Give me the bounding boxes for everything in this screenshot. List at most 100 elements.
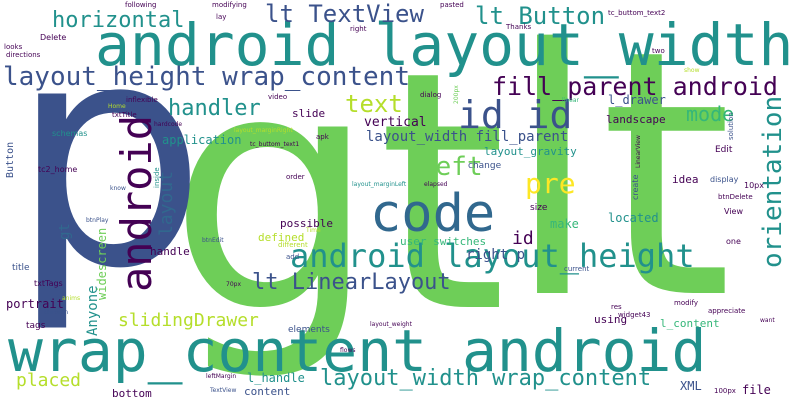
word-android-vertical: android	[112, 114, 161, 292]
word-user-switches: user switches	[400, 235, 487, 248]
word-layout-marginright: layout_marginRight	[234, 127, 293, 134]
word-following: following	[125, 1, 157, 9]
word-make: make	[550, 217, 579, 231]
word-slidingdrawer: slidingDrawer	[118, 310, 259, 331]
word-portrait: portrait	[6, 297, 64, 311]
word-layout-marginleft: layout_marginLeft	[352, 181, 407, 188]
word-android-layout-height: android layout_height	[290, 237, 695, 275]
word-lt-button: lt Button	[475, 2, 606, 30]
word-hardcode: hardcode	[154, 121, 183, 128]
word-70px: 70px	[226, 281, 241, 288]
word-handler: handler	[168, 96, 261, 121]
word-right: right	[350, 25, 367, 33]
word-landscape: landscape	[606, 113, 666, 126]
word-android-layout-width: android layout_width	[95, 11, 794, 79]
word-widget43: widget43	[618, 311, 651, 319]
word-tc-buttom-text1: tc_buttom_text1	[250, 141, 300, 148]
word-display: display	[710, 175, 739, 184]
word-one: one	[726, 237, 741, 246]
word-layout-width-fill-parent: layout_width fill_parent	[366, 129, 569, 145]
word-change: change	[468, 161, 502, 171]
word-fill-parent-android: fill_parent android	[492, 72, 778, 101]
word-200px: 200px	[453, 85, 460, 104]
word-layout-weight: layout_weight	[370, 321, 412, 328]
word-id: id	[512, 228, 534, 249]
word-lt-linearlayout: lt LinearLayout	[252, 270, 451, 295]
word-linearview: LinearView	[635, 135, 642, 168]
word-button: Button	[5, 141, 16, 178]
word-pre: pre	[525, 167, 576, 200]
word-elements: elements	[288, 325, 330, 335]
word-possible: possible	[280, 217, 333, 230]
word-appreciate: appreciate	[708, 307, 746, 315]
word-file: file	[742, 383, 771, 397]
word-time: Time	[306, 227, 321, 234]
word-leftmargin: leftMargin	[206, 373, 237, 380]
word-right-p: right p	[466, 247, 526, 263]
word-inflexible: inflexible	[126, 96, 158, 104]
word-defined: defined	[258, 231, 305, 244]
word-looks: looks	[4, 43, 23, 51]
word-create: create	[631, 174, 640, 200]
word-tc-buttom-text2: tc_buttom_text2	[608, 9, 666, 17]
word-content: content	[244, 385, 291, 398]
word-100px: 100px	[714, 387, 736, 395]
word-mode: mode	[686, 102, 735, 126]
word-handle: handle	[150, 245, 190, 258]
word-know: know	[110, 185, 126, 192]
word-layout-gravity: layout_gravity	[484, 145, 577, 158]
word-view: View	[724, 207, 743, 216]
word-code: code	[370, 184, 496, 244]
word-order: order	[286, 173, 305, 181]
word-edit: Edit	[715, 145, 733, 155]
word-add: add	[286, 253, 300, 261]
word-layout-width-wrap-content: layout_width wrap_content	[320, 366, 652, 391]
word-two: two	[652, 47, 665, 55]
word-flows: flows	[340, 347, 356, 354]
word-modifying: modifying	[212, 1, 247, 9]
word-idea: idea	[672, 173, 699, 186]
word-current: current	[564, 265, 590, 273]
word-want: want	[760, 317, 775, 324]
word-gt-large: gt	[168, 1, 507, 385]
word-lt-textview: lt TextView	[265, 0, 424, 28]
word-res: res	[611, 303, 622, 311]
word-l-handle: l_handle	[247, 371, 305, 385]
word-schemas: schemas	[52, 129, 88, 138]
word-l-drawer: l_drawer	[608, 93, 666, 107]
word-txttitle: txtTitle	[112, 111, 137, 119]
word-linear: linear	[562, 97, 579, 104]
word-gt-small: gt	[57, 223, 73, 240]
word-thanks: Thanks	[506, 23, 532, 31]
word-lay: lay	[216, 13, 227, 21]
word-application: application	[162, 133, 242, 147]
word-btnedit: btnEdit	[202, 237, 224, 244]
word-horizontal: horizontal	[52, 8, 185, 33]
word-left: left	[420, 152, 483, 182]
word-home: Home	[108, 103, 126, 110]
word-text: text	[345, 90, 403, 118]
word-bottom: bottom	[112, 387, 152, 400]
word-different: different	[278, 241, 308, 249]
word-using: using	[594, 313, 628, 326]
word-slide: slide	[292, 107, 326, 120]
word-btndelete: btnDelete	[718, 193, 753, 201]
word-video: video	[268, 93, 288, 101]
word-size: size	[530, 203, 548, 213]
word-placed: placed	[16, 370, 82, 391]
word-dialog: dialog	[420, 91, 442, 99]
word-elapsed: elapsed	[424, 181, 448, 188]
word-txttags: txtTags	[34, 279, 63, 288]
word-wrap-content-android: wrap_content android	[8, 317, 707, 385]
word-l-content: l_content	[660, 317, 720, 330]
word-modify: modify	[674, 299, 698, 307]
word-inside: inside	[153, 167, 161, 188]
word-apk: apk	[316, 133, 329, 141]
word-vertical: vertical	[364, 115, 427, 130]
word-title: title	[12, 263, 30, 273]
word-textview: TextView	[210, 387, 237, 394]
word-directions: directions	[6, 51, 41, 59]
word-located: located	[608, 211, 659, 225]
word-id-id: id id	[458, 93, 573, 137]
word-10px: 10px	[744, 181, 764, 190]
